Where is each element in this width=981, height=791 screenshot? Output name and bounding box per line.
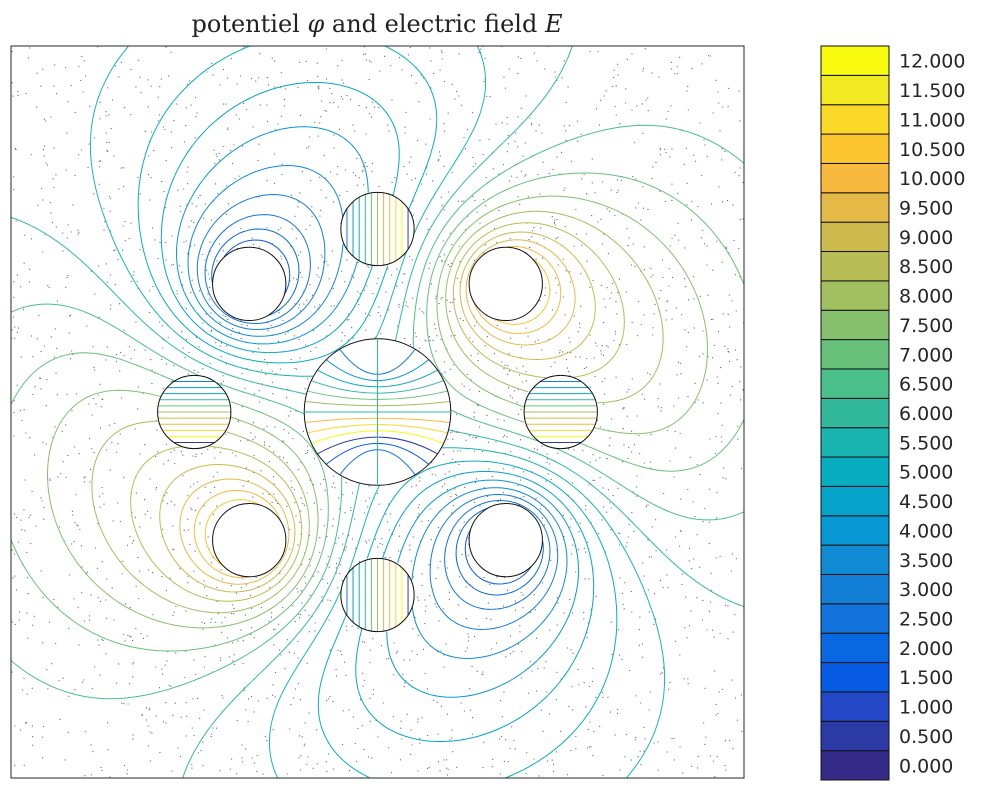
conductor-outline xyxy=(340,191,415,267)
title-prefix: potentiel xyxy=(192,10,308,38)
colorbar-tick-label: 2.500 xyxy=(899,609,953,631)
colorbar-swatch xyxy=(820,515,890,546)
colorbar-swatch xyxy=(820,603,890,634)
colorbar-tick-label: 4.500 xyxy=(899,491,953,513)
chart-title: potentiel φ and electric field E xyxy=(192,10,563,38)
colorbar-swatch xyxy=(820,74,890,106)
conductor-top-right xyxy=(468,246,543,322)
colorbar-tick-label: 10.500 xyxy=(899,139,965,161)
colorbar-tick-label: 11.500 xyxy=(899,80,965,102)
colorbar-swatch xyxy=(820,750,890,781)
colorbar-swatch xyxy=(820,662,890,693)
conductor-bottom-right xyxy=(468,502,543,578)
colorbar-swatch xyxy=(820,221,890,253)
conductor-outline xyxy=(212,246,287,322)
contour-line xyxy=(179,239,576,585)
colorbar: 0.000 0.500 1.000 1.500 2.000 2.500 3.000 3.500… xyxy=(820,45,965,781)
conductor-outline xyxy=(523,374,598,450)
colorbar-tick-label: 11.000 xyxy=(899,109,965,131)
conductor-outline xyxy=(212,502,287,578)
contour-line xyxy=(137,46,618,778)
colorbar-swatch xyxy=(820,544,890,575)
conductor-bottom xyxy=(340,557,415,633)
contour-line xyxy=(211,228,544,596)
conductor-top xyxy=(340,191,415,267)
conductor-outline xyxy=(157,374,232,450)
conductor-outline xyxy=(340,557,415,633)
colorbar-swatch xyxy=(820,456,890,487)
electric-field-dots xyxy=(11,46,744,778)
contour-line xyxy=(187,165,568,659)
conductor-top-left xyxy=(212,246,287,322)
contour-line xyxy=(91,210,664,614)
conductor-outline xyxy=(468,502,543,578)
colorbar-tick-label: 6.000 xyxy=(899,403,953,425)
conductor-outline xyxy=(468,246,543,322)
conductor-bottom-left xyxy=(212,502,287,578)
plot-frame xyxy=(10,45,745,779)
colorbar-swatch xyxy=(820,162,890,194)
colorbar-tick-label: 2.000 xyxy=(899,638,953,660)
contour-line xyxy=(89,46,666,778)
colorbar-swatch xyxy=(820,632,890,664)
colorbar-tick-label: 1.500 xyxy=(899,667,953,689)
contour-line xyxy=(11,46,744,778)
conductor-left xyxy=(157,374,232,450)
colorbar-tick-label: 7.000 xyxy=(899,344,953,366)
conductors xyxy=(157,191,598,633)
colorbar-tick-label: 12.000 xyxy=(899,51,965,73)
plot-area xyxy=(10,45,745,779)
colorbar-swatch xyxy=(820,368,890,399)
colorbar-tick-label: 8.000 xyxy=(899,286,953,308)
colorbar-tick-label: 0.500 xyxy=(899,726,953,748)
colorbar-tick-label: 1.000 xyxy=(899,697,953,719)
colorbar-swatch xyxy=(820,485,890,517)
contour-line xyxy=(11,172,744,652)
colorbar-swatch xyxy=(820,573,890,605)
contour-line xyxy=(204,214,551,610)
colorbar-tick-label: 4.000 xyxy=(899,520,953,542)
colorbar-tick-label: 0.000 xyxy=(899,755,953,777)
colorbar-swatch xyxy=(820,309,890,341)
contour-line xyxy=(160,82,595,742)
contour-line xyxy=(196,194,559,630)
colorbar-tick-label: 3.000 xyxy=(899,579,953,601)
contour-line xyxy=(130,222,625,602)
field-dot-cloud xyxy=(11,46,744,778)
contour-line xyxy=(223,239,532,585)
colorbar-swatch xyxy=(820,251,890,282)
colorbar-swatch xyxy=(820,104,890,135)
colorbar-tick-label: 8.500 xyxy=(899,256,953,278)
title-phi-symbol: φ xyxy=(307,10,324,38)
colorbar-tick-label: 5.000 xyxy=(899,462,953,484)
contour-line xyxy=(176,126,579,698)
contour-line xyxy=(159,231,596,593)
colorbar-swatch xyxy=(820,192,890,223)
colorbar-swatch xyxy=(820,339,890,370)
colorbar-tick-label: 3.500 xyxy=(899,550,953,572)
colorbar-swatch xyxy=(820,45,890,76)
colorbar-swatch xyxy=(820,427,890,458)
colorbar-swatch xyxy=(820,720,890,752)
colorbar-swatch xyxy=(820,691,890,722)
contour-line xyxy=(204,258,551,566)
conductor-right xyxy=(523,374,598,450)
colorbar-tick-label: 7.500 xyxy=(899,315,953,337)
colorbar-tick-label: 6.500 xyxy=(899,374,953,396)
title-e-symbol: E xyxy=(544,10,563,38)
colorbar-swatch xyxy=(820,133,890,164)
contour-line xyxy=(47,195,708,629)
colorbar-tick-label: 5.500 xyxy=(899,432,953,454)
colorbar-swatch xyxy=(820,397,890,429)
colorbar-tick-label: 9.500 xyxy=(899,197,953,219)
title-middle: and electric field xyxy=(324,10,545,38)
colorbar-tick-label: 10.000 xyxy=(899,168,965,190)
colorbar-tick-label: 9.000 xyxy=(899,227,953,249)
colorbar-swatch xyxy=(820,280,890,311)
